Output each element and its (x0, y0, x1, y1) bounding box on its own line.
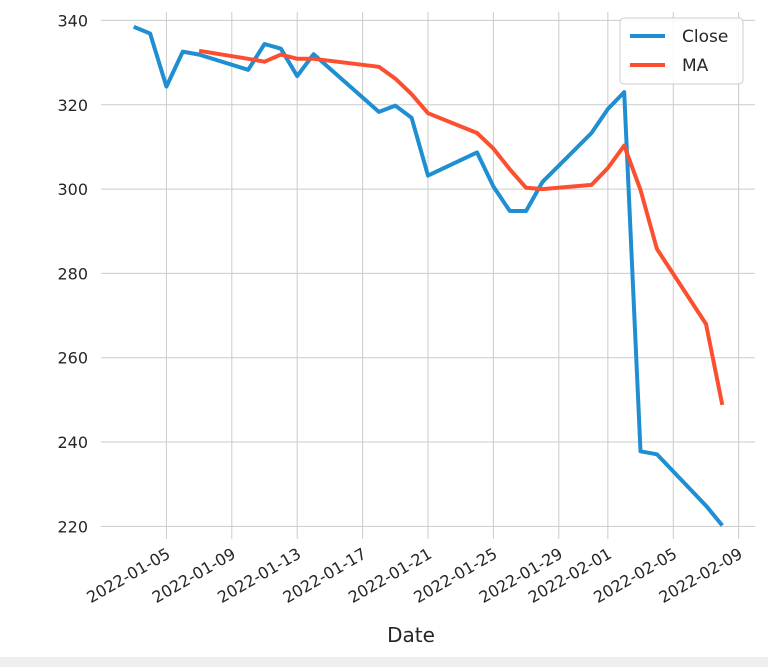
legend: Close MA (619, 17, 744, 85)
series-line-ma (198, 48, 725, 406)
y-tick-label: 260 (57, 349, 88, 368)
y-tick-label: 280 (57, 264, 88, 283)
bottom-strip (0, 657, 768, 667)
y-tick-label: 340 (57, 11, 88, 30)
y-tick-label: 220 (57, 517, 88, 536)
series-layer (132, 24, 725, 527)
y-tick-label: 240 (57, 433, 88, 452)
y-tick-label: 300 (57, 180, 88, 199)
y-axis-ticks: 220 240 260 280 300 320 340 (57, 11, 88, 536)
series-line-close (132, 24, 724, 527)
y-tick-label: 320 (57, 96, 88, 115)
legend-label: MA (682, 56, 709, 76)
x-axis-label: Date (387, 623, 435, 647)
legend-label: Close (682, 27, 728, 47)
